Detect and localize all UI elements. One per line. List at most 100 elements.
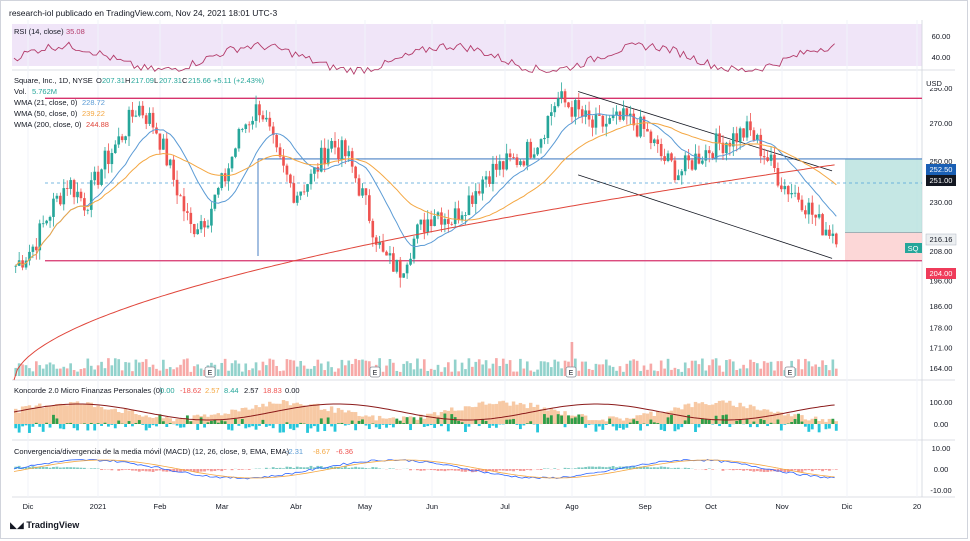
volume-bar <box>690 360 694 376</box>
koncorde-bar <box>264 424 268 427</box>
koncorde-orange <box>731 405 735 424</box>
koncorde-orange <box>697 403 701 424</box>
volume-bar <box>488 368 491 376</box>
koncorde-orange <box>367 416 372 424</box>
koncorde-orange <box>408 416 413 424</box>
koncorde-orange <box>710 404 715 424</box>
candle-body <box>14 265 18 267</box>
volume-bar <box>395 370 399 376</box>
macd-hist-bar <box>525 469 529 470</box>
koncorde-orange <box>601 419 605 424</box>
macd-hist-bar <box>347 467 351 469</box>
volume-bar <box>756 363 759 376</box>
macd-hist-bar <box>797 469 800 472</box>
price-tick-7: 178.00 <box>930 324 953 333</box>
koncorde-orange <box>474 406 478 424</box>
candlesticks[interactable] <box>14 82 838 288</box>
volume-bar <box>398 371 402 376</box>
koncorde-bar <box>625 424 629 428</box>
candle-body <box>103 150 107 170</box>
koncorde-orange <box>786 413 790 424</box>
macd-hist-bar <box>350 467 354 469</box>
macd-hist-bar <box>687 468 691 469</box>
macd-hist-bar <box>117 469 121 471</box>
koncorde-orange <box>182 418 186 424</box>
koncorde-bar <box>96 423 100 424</box>
candle-body <box>268 117 272 127</box>
koncorde-bar <box>41 424 45 432</box>
volume-bar <box>89 365 93 376</box>
price-tick-4: 208.00 <box>930 247 953 256</box>
koncorde-bar <box>652 422 656 424</box>
koncorde-bar <box>385 424 388 428</box>
candle-body <box>436 212 440 217</box>
macd-hist-bar <box>247 469 251 470</box>
time-axis[interactable]: Dic 2021 Feb Mar Abr May Jun Jul Ago Sep Oct Nov Dic… <box>23 502 922 511</box>
koncorde-line <box>13 403 835 421</box>
macd-label: Convergencia/divergencia de la media móv… <box>14 447 290 456</box>
koncorde-bar <box>491 424 495 426</box>
macd-hist-bar <box>210 469 213 472</box>
koncorde-orange <box>316 403 320 424</box>
macd-hist-bar <box>494 469 498 472</box>
volume-bar <box>110 365 114 376</box>
earnings-marker-3 <box>204 366 216 378</box>
candle-body <box>131 109 134 117</box>
volume-bar <box>546 362 550 376</box>
koncorde-orange <box>213 414 217 424</box>
volume-bars: E E EE <box>14 342 838 378</box>
rsi-panel <box>13 41 835 76</box>
koncorde-orange <box>807 420 811 424</box>
koncorde-orange <box>422 418 426 424</box>
koncorde-bar <box>237 424 241 426</box>
macd-hist-bar <box>563 467 567 469</box>
volume-bar <box>742 364 745 376</box>
koncorde-orange <box>656 410 660 424</box>
koncorde-bar <box>343 424 347 426</box>
volume-bar <box>580 361 584 376</box>
koncorde-bar <box>244 424 248 429</box>
koncorde-bar <box>745 418 749 424</box>
koncorde-orange <box>504 402 509 424</box>
koncorde-orange <box>216 413 220 424</box>
koncorde-bar <box>158 414 162 424</box>
macd-hist-bar <box>24 467 28 469</box>
volume-bar <box>306 368 309 376</box>
volume-bar <box>21 364 24 376</box>
koncorde-bar <box>48 424 52 428</box>
koncorde-bar <box>800 421 804 424</box>
koncorde-bar <box>288 424 292 429</box>
koncorde-bar <box>570 418 574 424</box>
candle-body <box>120 136 124 141</box>
volume-bar <box>41 368 45 376</box>
macd-hist-bar <box>340 467 344 469</box>
macd-hist-bar <box>31 466 35 469</box>
koncorde-bar <box>505 419 509 424</box>
upper-level-value: 252.50 <box>930 165 953 174</box>
koncorde-bar <box>223 421 227 424</box>
volume-bar <box>800 369 804 376</box>
macd-hist-bar <box>604 467 608 469</box>
candle-body <box>553 106 557 113</box>
koncorde-bar <box>93 424 97 431</box>
volume-bar <box>611 366 615 376</box>
koncorde-orange <box>38 403 42 424</box>
volume-bar <box>292 360 296 376</box>
macd-hist-bar <box>481 469 485 472</box>
candle-body <box>258 104 261 116</box>
macd-hist-bar <box>158 469 162 471</box>
macd-hist-bar <box>501 469 505 471</box>
price-axis[interactable]: 290.00 270.00 250.00 230.00 208.00 196.00 186.… <box>930 32 953 495</box>
koncorde-bar <box>271 424 275 429</box>
koncorde-bar <box>635 420 639 424</box>
volume-bar <box>124 362 127 376</box>
macd-hist-bar <box>316 465 320 469</box>
macd-v2: -6.36 <box>336 447 353 456</box>
volume-bar <box>440 371 443 376</box>
candle-body <box>254 104 258 121</box>
candle-body <box>52 198 55 217</box>
volume-bar <box>762 361 766 376</box>
koncorde-orange <box>776 411 780 424</box>
